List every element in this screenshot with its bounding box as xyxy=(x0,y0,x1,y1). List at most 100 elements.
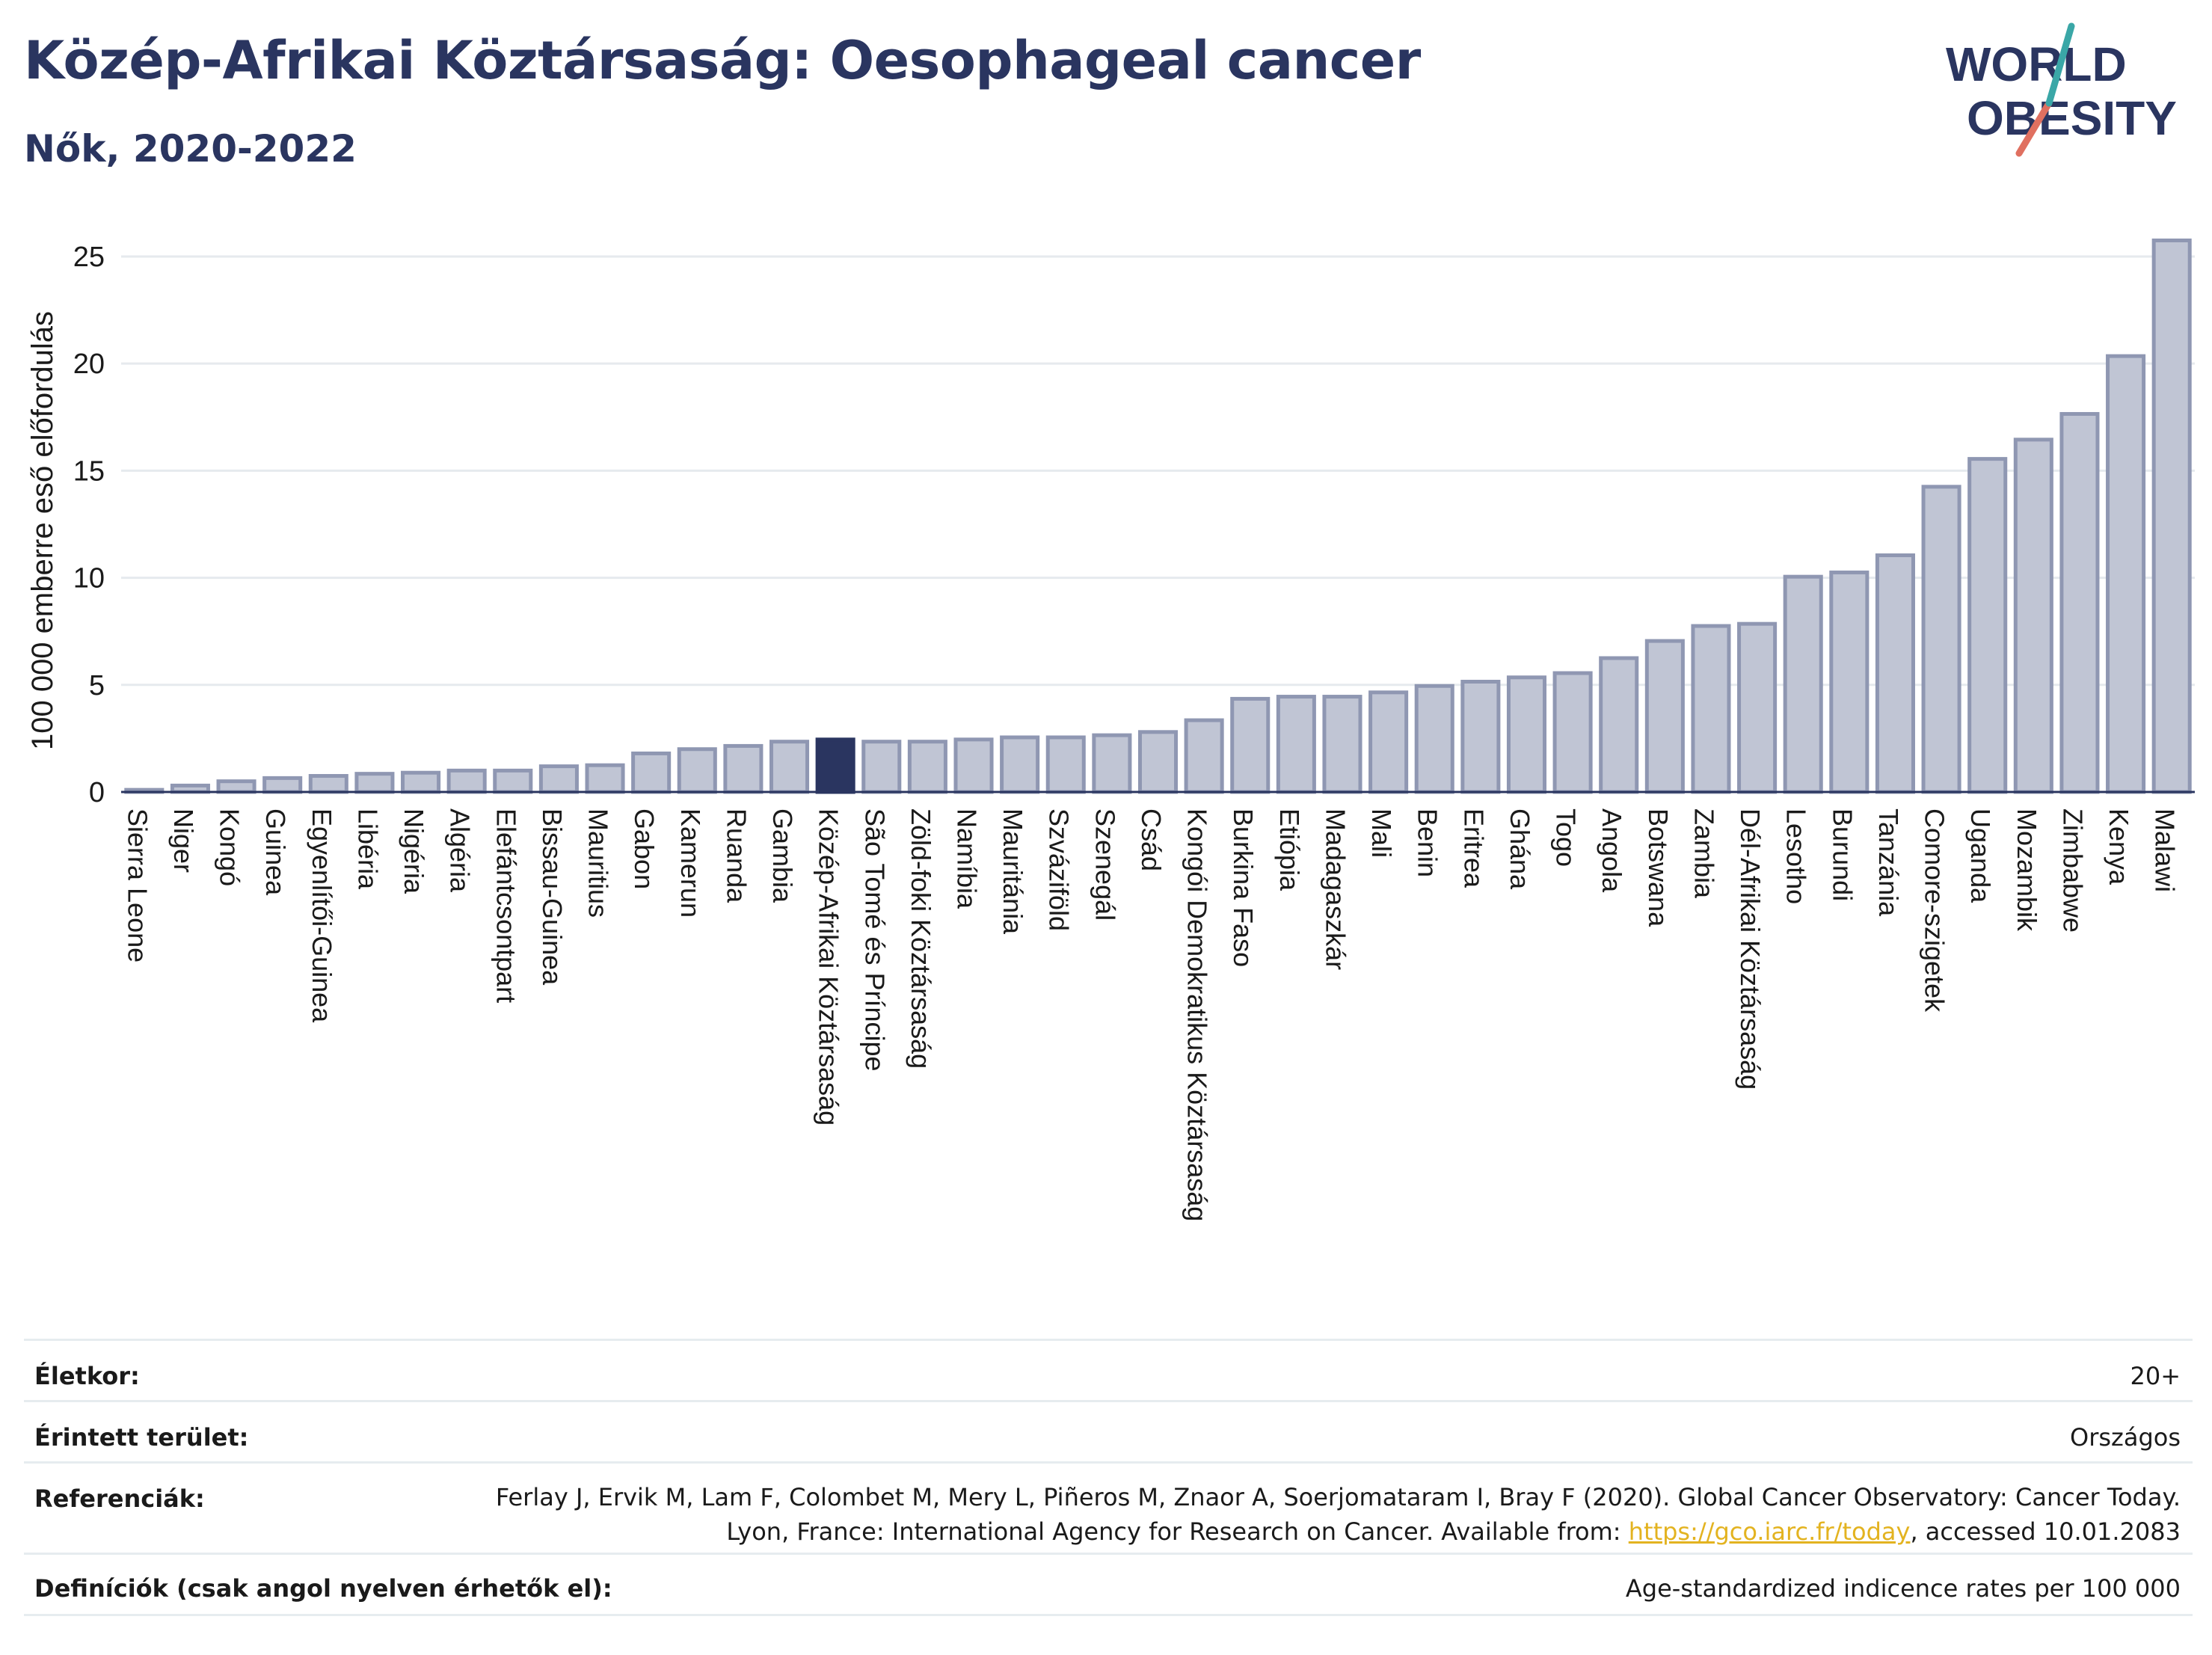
meta-label-area: Érintett terület: xyxy=(34,1423,249,1452)
x-tick-label: Csád xyxy=(1136,808,1167,871)
bar xyxy=(1737,621,1778,794)
bar xyxy=(907,740,947,794)
x-tick-label: Mauritánia xyxy=(998,808,1028,935)
bar xyxy=(1644,639,1685,794)
bar xyxy=(493,768,533,794)
x-tick-label: Etiópia xyxy=(1274,808,1305,891)
y-tick-label: 0 xyxy=(89,777,105,808)
meta-row-area: Érintett terület: Országos xyxy=(24,1400,2193,1462)
x-tick-label: Mali xyxy=(1366,808,1397,858)
bar-chart: 0 5 10 15 20 25 Sierra Leone Niger Kongó Guinea E… xyxy=(26,238,2195,1221)
x-tick-label: Gambia xyxy=(767,808,798,903)
x-tick-label: Uganda xyxy=(1965,808,1996,903)
meta-row-definitions: Definíciók (csak angol nyelven érhetők e… xyxy=(24,1553,2193,1616)
x-tick-label: Burkina Faso xyxy=(1228,808,1259,967)
reference-text: Ferlay J, Ervik M, Lam F, Colombet M, Me… xyxy=(495,1483,2181,1546)
x-tick-label: Madagaszkár xyxy=(1320,808,1351,970)
bar xyxy=(1460,679,1501,794)
bar xyxy=(308,774,348,794)
logo-line1: WORLD xyxy=(1946,37,2127,91)
x-tick-label: Elefántcsontpart xyxy=(491,808,521,1003)
bar xyxy=(677,747,717,794)
x-tick-label: Kongói Demokratikus Köztársaság xyxy=(1182,808,1213,1221)
x-tick-label: Namíbia xyxy=(951,808,982,909)
y-axis-label: 100 000 emberre eső előfordulás xyxy=(26,311,59,750)
x-tick-label: Bissau-Guinea xyxy=(537,808,568,986)
x-tick-label: Malawi xyxy=(2150,808,2181,892)
x-tick-label: Dél-Afrikai Köztársaság xyxy=(1735,808,1766,1090)
bar xyxy=(1276,695,1316,794)
x-tick-label: Burundi xyxy=(1827,808,1858,901)
x-tick-label: Mozambik xyxy=(2012,808,2042,932)
y-axis-ticks: 0 5 10 15 20 25 xyxy=(73,242,105,808)
x-tick-label: Ghána xyxy=(1505,808,1535,890)
bar xyxy=(216,779,256,794)
x-tick-label: Szenegál xyxy=(1090,808,1120,921)
logo-line2: OBESITY xyxy=(1967,91,2177,145)
x-tick-label: Tanzánia xyxy=(1873,808,1904,917)
bar xyxy=(262,776,303,794)
bar xyxy=(1045,735,1086,794)
chart-subtitle: Nők, 2020-2022 xyxy=(24,127,357,171)
bar xyxy=(769,740,810,794)
x-tick-label: Algéria xyxy=(445,808,476,893)
bar xyxy=(1000,735,1040,794)
bar xyxy=(1137,730,1179,794)
bar xyxy=(1552,671,1593,794)
x-tick-label: Szváziföld xyxy=(1044,808,1075,931)
reference-link[interactable]: https://gco.iarc.fr/today xyxy=(1628,1517,1911,1546)
meta-row-references: Referenciák: Ferlay J, Ervik M, Lam F, C… xyxy=(24,1461,2193,1553)
x-tick-label: São Tomé és Príncipe xyxy=(859,808,890,1072)
y-tick-label: 20 xyxy=(73,348,105,380)
x-tick-label: Egyenlítői-Guinea xyxy=(307,808,337,1023)
x-tick-label: Kenya xyxy=(2104,808,2134,885)
x-axis-ticks: Sierra Leone Niger Kongó Guinea Egyenlítői-G… xyxy=(122,808,2180,1221)
bar xyxy=(1875,553,1915,794)
x-tick-label: Közép-Afrikai Köztársaság xyxy=(814,808,844,1126)
world-obesity-logo: WORLD OBESITY xyxy=(1946,22,2177,157)
x-tick-label: Lesotho xyxy=(1781,808,1812,904)
meta-bottom-border xyxy=(24,1614,2193,1616)
bar xyxy=(538,764,579,794)
meta-row-age: Életkor: 20+ xyxy=(24,1339,2193,1401)
bar xyxy=(354,772,395,794)
bar xyxy=(1691,624,1731,794)
bar xyxy=(1230,696,1271,794)
bar xyxy=(631,751,672,794)
bar xyxy=(815,737,855,794)
x-tick-label: Guinea xyxy=(260,808,291,896)
bar xyxy=(1414,684,1454,794)
meta-value-area: Országos xyxy=(2070,1423,2181,1452)
x-tick-label: Benin xyxy=(1413,808,1443,877)
bar xyxy=(1967,457,2008,794)
x-tick-label: Libéria xyxy=(352,808,383,890)
y-tick-label: 25 xyxy=(73,242,105,273)
x-tick-label: Nigéria xyxy=(399,808,429,894)
bar xyxy=(953,737,994,794)
x-tick-label: Sierra Leone xyxy=(122,808,153,962)
bar xyxy=(1506,675,1547,794)
bar xyxy=(401,770,441,794)
bar xyxy=(1783,574,1823,794)
x-tick-label: Botswana xyxy=(1643,808,1674,927)
y-tick-label: 15 xyxy=(73,455,105,487)
x-tick-label: Zimbabwe xyxy=(2057,808,2088,933)
bar xyxy=(2059,411,2100,794)
bar xyxy=(861,740,902,794)
bar xyxy=(2151,238,2192,794)
bar xyxy=(1921,485,1961,794)
x-tick-label: Gabon xyxy=(629,808,660,889)
x-tick-label: Niger xyxy=(168,808,199,873)
chart-title: Közép-Afrikai Köztársaság: Oesophageal c… xyxy=(24,30,1421,91)
meta-value-references: Ferlay J, Ervik M, Lam F, Colombet M, Me… xyxy=(476,1480,2181,1549)
bar xyxy=(2013,437,2053,794)
bar xyxy=(2106,354,2146,794)
x-tick-label: Mauritius xyxy=(583,808,614,918)
meta-label-age: Életkor: xyxy=(34,1362,140,1390)
x-tick-label: Zöld-foki Köztársaság xyxy=(906,808,936,1069)
x-tick-label: Eritrea xyxy=(1458,808,1489,888)
bar xyxy=(1599,656,1639,794)
y-tick-label: 10 xyxy=(73,563,105,595)
bar xyxy=(723,743,764,794)
bar xyxy=(1092,733,1132,794)
